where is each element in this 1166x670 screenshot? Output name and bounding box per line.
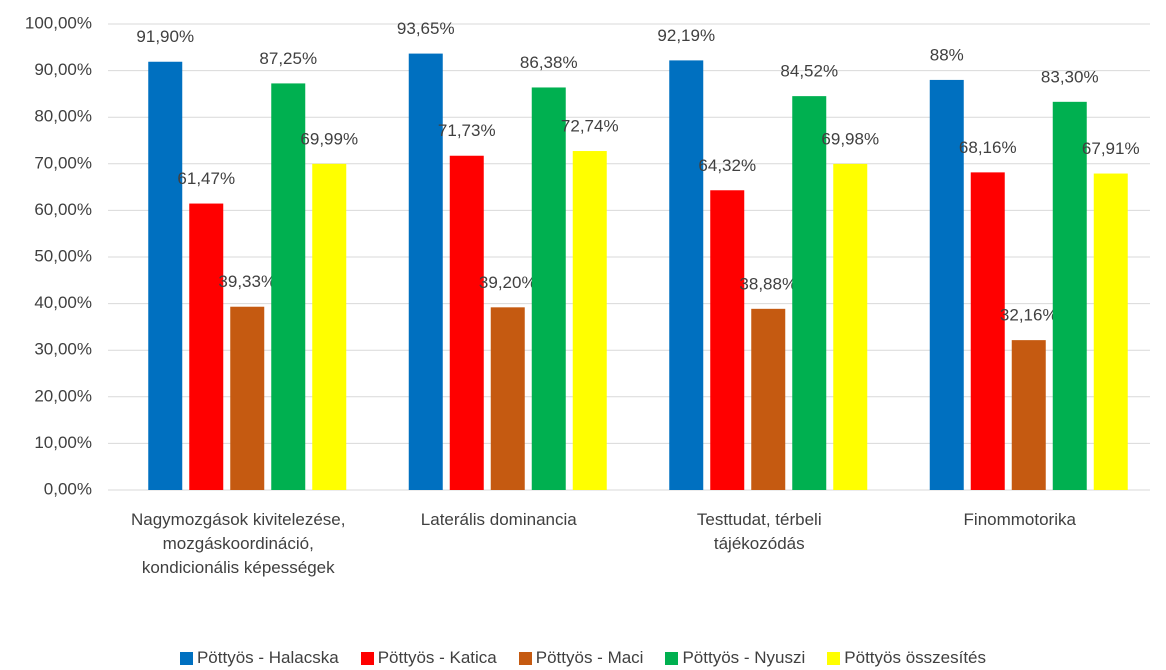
data-label: 87,25%: [259, 49, 317, 68]
bar: [1011, 340, 1046, 490]
data-label: 39,20%: [479, 273, 537, 292]
data-label: 92,19%: [657, 26, 715, 45]
legend-item: Pöttyös összesítés: [827, 648, 986, 668]
bar: [572, 151, 607, 490]
data-label: 69,99%: [300, 129, 358, 148]
bar: [1052, 101, 1087, 491]
legend-item: Pöttyös - Katica: [360, 648, 497, 668]
data-label: 38,88%: [739, 274, 797, 293]
data-label: 72,74%: [561, 117, 619, 136]
data-label: 91,90%: [136, 27, 194, 46]
legend-item: Pöttyös - Maci: [518, 648, 644, 668]
bar: [148, 61, 183, 490]
bar: [490, 307, 525, 490]
y-tick-label: 90,00%: [34, 60, 92, 79]
legend-swatch: [179, 651, 193, 665]
x-tick-label: Laterális dominancia: [420, 510, 577, 529]
bar: [271, 83, 306, 490]
data-label: 84,52%: [780, 62, 838, 81]
data-label: 32,16%: [1000, 306, 1058, 325]
data-label: 64,32%: [698, 156, 756, 175]
y-tick-label: 10,00%: [34, 433, 92, 452]
y-tick-label: 20,00%: [34, 386, 92, 405]
bar: [669, 60, 704, 491]
y-tick-label: 70,00%: [34, 153, 92, 172]
legend-item: Pöttyös - Nyuszi: [665, 648, 805, 668]
data-label: 61,47%: [177, 169, 235, 188]
bar: [531, 87, 566, 490]
legend-swatch: [665, 651, 679, 665]
data-label: 83,30%: [1041, 67, 1099, 86]
legend: Pöttyös - Halacska Pöttyös - Katica Pöttyö…: [0, 648, 1166, 668]
data-label: 88%: [930, 45, 964, 64]
data-label: 68,16%: [959, 138, 1017, 157]
bar: [751, 308, 786, 490]
bar: [833, 163, 868, 491]
bar: [230, 306, 265, 490]
y-tick-label: 50,00%: [34, 246, 92, 265]
bar: [312, 163, 347, 490]
bar: [408, 53, 443, 490]
y-tick-label: 80,00%: [34, 107, 92, 126]
legend-label: Pöttyös - Nyuszi: [682, 648, 806, 667]
legend-swatch: [518, 651, 532, 665]
bar: [1093, 173, 1128, 490]
data-label: 39,33%: [218, 272, 276, 291]
bar: [792, 96, 827, 490]
data-label: 86,38%: [520, 53, 578, 72]
legend-label: Pöttyös összesítés: [844, 648, 987, 667]
y-tick-label: 60,00%: [34, 200, 92, 219]
legend-swatch: [827, 651, 841, 665]
y-tick-label: 0,00%: [44, 479, 92, 498]
data-label: 93,65%: [397, 19, 455, 38]
x-tick-label: Finommotorika: [963, 510, 1076, 529]
x-tick-label: Nagymozgások kivitelezése, mozgáskoordin…: [131, 510, 346, 577]
legend-label: Pöttyös - Maci: [535, 648, 644, 667]
legend-label: Pöttyös - Halacska: [196, 648, 339, 667]
data-label: 71,73%: [438, 121, 496, 140]
data-label: 69,98%: [821, 129, 879, 148]
y-tick-label: 100,00%: [25, 13, 92, 32]
bar: [710, 190, 745, 490]
bar: [970, 172, 1005, 491]
bar: [449, 155, 484, 490]
bar: [929, 79, 964, 491]
legend-item: Pöttyös - Halacska: [179, 648, 339, 668]
data-label: 67,91%: [1082, 139, 1140, 158]
x-tick-label: Testtudat, térbeli tájékozódás: [696, 510, 822, 553]
legend-swatch: [360, 651, 374, 665]
y-tick-label: 30,00%: [34, 340, 92, 359]
bar: [189, 203, 224, 490]
y-tick-label: 40,00%: [34, 293, 92, 312]
legend-label: Pöttyös - Katica: [377, 648, 497, 667]
